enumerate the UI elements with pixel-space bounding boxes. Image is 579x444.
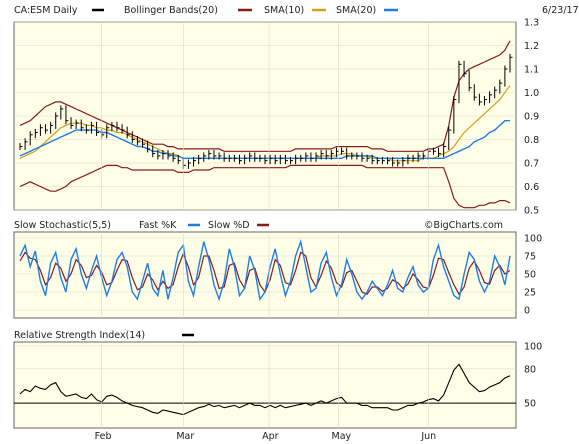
price-title: CA:ESM Daily: [14, 5, 78, 16]
y-tick-label: 0.6: [524, 182, 539, 193]
y-tick-label: 1.1: [524, 65, 539, 76]
rsi-plot-area: [13, 341, 517, 429]
x-axis-ticks: Feb Mar Apr May Jun: [95, 22, 436, 442]
legend-sma20-label: SMA(20): [336, 5, 376, 16]
y-tick-label: 100: [524, 234, 542, 245]
bigcharts-watermark: ©BigCharts.com: [424, 220, 503, 231]
y-tick-label: 100: [524, 342, 542, 353]
stochastic-y-ticks: 100 75 50 25 0: [524, 234, 542, 317]
y-tick-label: 1.0: [524, 88, 539, 99]
y-tick-label: 0.8: [524, 135, 539, 146]
y-tick-label: 50: [524, 270, 536, 281]
x-tick-label: Feb: [95, 431, 112, 442]
stochastic-gridlines: [14, 237, 516, 311]
chart-date: 6/23/17: [542, 5, 579, 16]
legend-bollinger-label: Bollinger Bands(20): [124, 5, 218, 16]
rsi-panel: Relative Strength Index(14) 100 80 50 Feb M…: [13, 22, 542, 442]
price-y-ticks: 1.3 1.2 1.1 1.0 0.9 0.8 0.7 0.6 0.5: [524, 18, 539, 217]
legend-sma10-label: SMA(10): [264, 5, 304, 16]
rsi-y-ticks: 100 80 50: [524, 342, 542, 410]
price-panel: CA:ESM Daily Bollinger Bands(20) SMA(10)…: [13, 5, 579, 217]
x-tick-label: Jun: [420, 431, 436, 442]
x-tick-label: May: [332, 431, 352, 442]
price-gridlines: [14, 21, 516, 211]
stochastic-plot-area: [13, 231, 517, 319]
legend-fastk-label: Fast %K: [139, 220, 177, 231]
y-tick-label: 1.2: [524, 41, 539, 52]
y-tick-label: 25: [524, 288, 536, 299]
stochastic-panel: Slow Stochastic(5,5) Fast %K Slow %D ©Bi…: [13, 220, 542, 319]
rsi-title: Relative Strength Index(14): [14, 330, 145, 341]
stochastic-title: Slow Stochastic(5,5): [14, 220, 111, 231]
y-tick-label: 80: [524, 364, 536, 375]
legend-slowd-label: Slow %D: [208, 220, 250, 231]
y-tick-label: 1.3: [524, 18, 539, 29]
y-tick-label: 50: [524, 399, 536, 410]
y-tick-label: 0.7: [524, 159, 539, 170]
x-tick-label: Apr: [262, 431, 279, 442]
y-tick-label: 0.5: [524, 206, 539, 217]
x-tick-label: Mar: [176, 431, 194, 442]
y-tick-label: 75: [524, 252, 536, 263]
y-tick-label: 0: [524, 306, 530, 317]
y-tick-label: 0.9: [524, 112, 539, 123]
